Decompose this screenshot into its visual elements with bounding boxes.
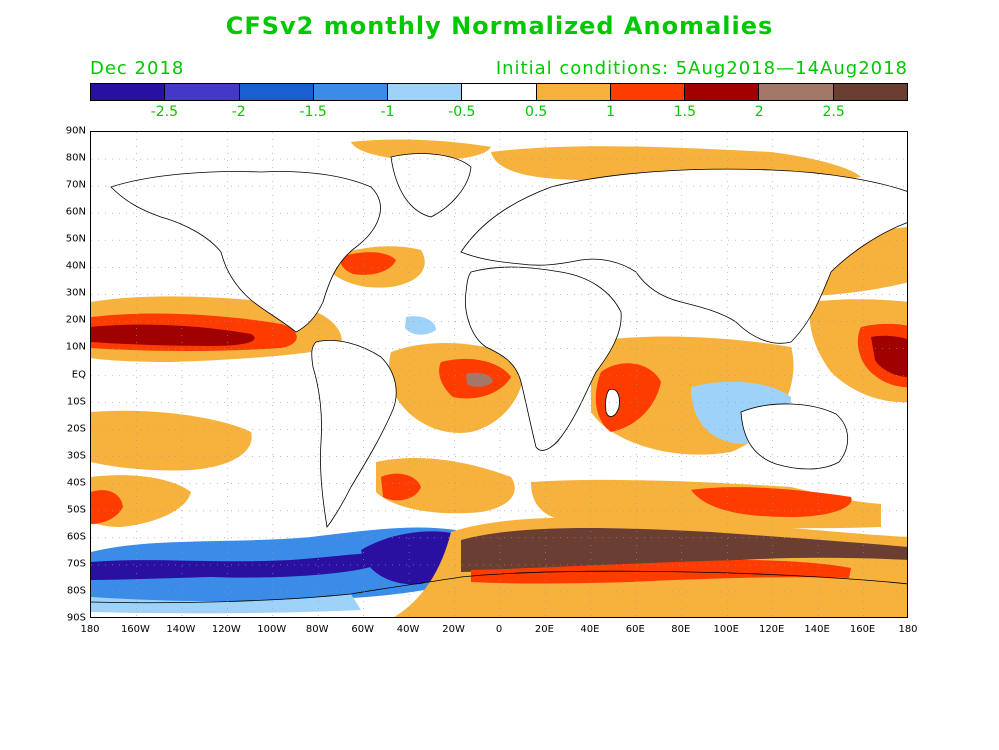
longitude-tick-label: 100W (257, 624, 287, 635)
colorbar-tick-label: 0.5 (525, 104, 548, 120)
coastline-africa (465, 266, 622, 451)
anomaly-orange-south-atlantic (376, 457, 515, 514)
anomaly-lightblue-atlantic (405, 316, 436, 335)
latitude-tick-label: 70S (66, 558, 86, 570)
colorbar-swatch (462, 84, 537, 100)
latitude-tick-label: 60S (66, 531, 86, 543)
longitude-tick-label: 80W (305, 624, 329, 635)
longitude-tick-label: 60E (625, 624, 645, 635)
chart-title: CFSv2 monthly Normalized Anomalies (225, 12, 774, 40)
longitude-tick-label: 160E (849, 624, 876, 635)
coastline-south-america (311, 339, 397, 528)
colorbar-tick-label: -1.5 (299, 104, 327, 120)
anomaly-darkblue-weddell (361, 531, 458, 585)
colorbar-tick-label: -1 (380, 104, 395, 120)
colorbar-swatch (165, 84, 240, 100)
anomaly-red-southern-indian (691, 487, 852, 517)
map-svg (91, 132, 907, 617)
latitude-tick-label: 50S (66, 504, 86, 516)
longitude-tick-label: 100E (713, 624, 739, 635)
anomaly-darkred-pacific-west (871, 335, 907, 377)
anomaly-map (90, 131, 908, 618)
latitude-tick-label: 30N (65, 287, 86, 299)
latitude-tick-label: 60N (65, 206, 86, 218)
longitude-tick-label: 120E (758, 624, 785, 635)
coastline-eurasia (460, 168, 907, 344)
anomaly-orange-south-pacific (91, 410, 252, 471)
latitude-tick-label: 90S (66, 612, 86, 624)
colorbar-tick-label: 1 (606, 104, 615, 120)
anomaly-fields (91, 139, 907, 617)
longitude-tick-label: 180 (898, 624, 918, 635)
longitude-tick-label: 80E (671, 624, 691, 635)
anomaly-red-se-pacific (91, 490, 123, 524)
anomaly-brown-tropical-atlantic (466, 372, 493, 387)
anomaly-lightblue-antarctic (91, 594, 361, 614)
coastline-madagascar (605, 388, 620, 417)
latitude-tick-label: 50N (65, 233, 86, 245)
coastline-greenland (390, 153, 472, 218)
colorbar-swatch (759, 84, 834, 100)
latitude-tick-label: 90N (65, 125, 86, 137)
anomaly-red-north-atlantic (340, 252, 396, 275)
latitude-tick-label: 10S (66, 396, 86, 408)
coastline-antarctica (91, 570, 907, 604)
latitude-tick-label: EQ (71, 369, 86, 380)
longitude-tick-label: 140E (804, 624, 830, 635)
valid-month: Dec 2018 (90, 58, 185, 79)
colorbar-tick-label: -2.5 (150, 104, 179, 120)
colorbar-tick-label: -0.5 (448, 104, 476, 120)
longitude-tick-label: 160W (120, 624, 150, 635)
coastline-north-america (110, 171, 381, 333)
colorbar-swatch (833, 84, 907, 100)
longitude-tick-label: 40E (580, 624, 600, 635)
colorbar-swatch (536, 84, 611, 100)
colorbar-swatch (313, 84, 389, 100)
colorbar-swatch (685, 84, 760, 100)
latitude-tick-label: 20S (66, 423, 86, 435)
colorbar-swatch (91, 84, 166, 100)
anomaly-brown-antarctic-east (461, 528, 907, 572)
latitude-tick-label: 70N (65, 179, 86, 191)
colorbar-tick-label: -2 (231, 104, 246, 120)
latitude-tick-label: 20N (65, 314, 86, 326)
colorbar-tick-label: 2 (754, 104, 764, 120)
longitude-tick-label: 20E (534, 624, 554, 635)
latitude-tick-label: 40S (66, 477, 86, 489)
colorbar-swatch (388, 84, 463, 100)
coastline-australia (740, 403, 849, 470)
longitude-tick-label: 0 (495, 624, 503, 635)
anomaly-red-south-atlantic (381, 473, 421, 501)
anomaly-orange-arctic-west (351, 139, 491, 161)
longitude-tick-label: 60W (351, 624, 374, 635)
colorbar (90, 83, 908, 101)
longitude-tick-label: 120W (211, 624, 241, 635)
longitude-tick-label: 140W (166, 624, 196, 635)
anomaly-darkblue-antarctic (91, 552, 392, 580)
colorbar-labels: -2.5 -2 -1.5 -1 -0.5 0.5 1 1.5 2 2.5 (90, 104, 908, 122)
colorbar-swatch (610, 84, 686, 100)
latitude-tick-label: 40N (65, 260, 86, 272)
colorbar-swatch (239, 84, 314, 100)
colorbar-tick-label: 2.5 (822, 104, 845, 120)
latitude-tick-label: 80S (66, 585, 86, 597)
coastlines (91, 153, 907, 604)
longitude-tick-label: 40W (396, 624, 420, 635)
longitude-tick-label: 20W (442, 624, 465, 635)
anomaly-darkred-pacific (91, 324, 255, 346)
latitude-tick-label: 30S (66, 450, 86, 462)
latitude-tick-label: 80N (65, 152, 86, 164)
colorbar-tick-label: 1.5 (673, 104, 697, 120)
initial-conditions: Initial conditions: 5Aug2018—14Aug2018 (495, 58, 908, 79)
longitude-tick-label: 180 (80, 624, 100, 635)
latitude-tick-label: 10N (65, 341, 86, 353)
